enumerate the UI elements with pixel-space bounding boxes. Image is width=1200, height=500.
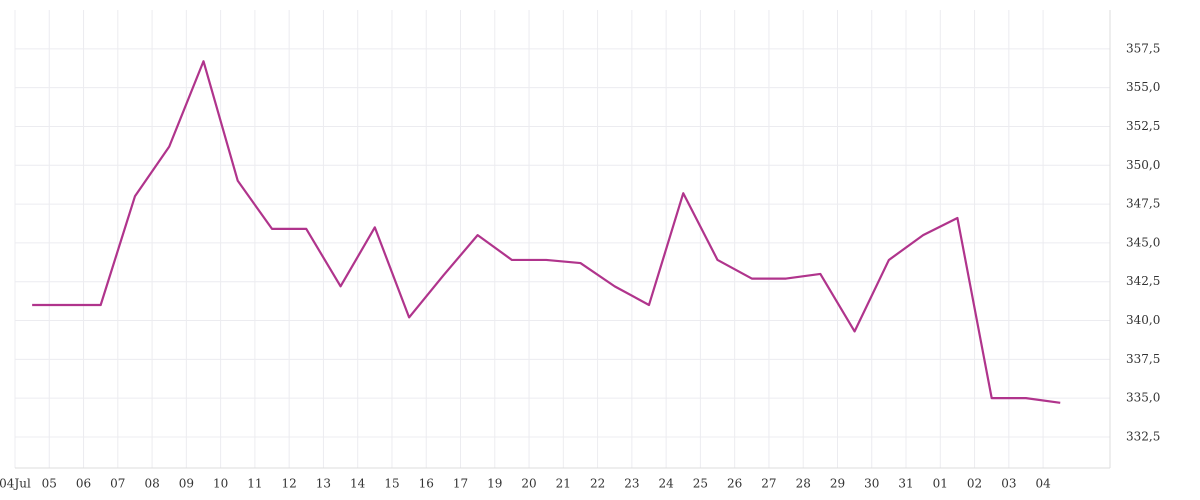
y-tick-label: 355,0 (1126, 80, 1160, 94)
x-tick-label: 21 (556, 477, 571, 491)
x-tick-label: 11 (247, 477, 262, 491)
x-tick-label: 27 (761, 477, 776, 491)
x-tick-label: 04Jul (0, 477, 31, 491)
x-tick-label: 02 (967, 477, 982, 491)
x-tick-label: 24 (658, 477, 674, 491)
x-tick-label: 09 (179, 477, 194, 491)
x-tick-label: 12 (282, 477, 297, 491)
data-line (32, 60, 1061, 404)
x-tick-label: 14 (350, 477, 366, 491)
x-tick-label: 16 (419, 477, 434, 491)
x-tick-label: 17 (453, 477, 468, 491)
y-tick-label: 332,5 (1126, 429, 1160, 443)
x-tick-label: 03 (1001, 477, 1016, 491)
x-tick-label: 23 (624, 477, 639, 491)
x-tick-label: 26 (727, 477, 742, 491)
x-tick-label: 08 (144, 477, 159, 491)
y-tick-label: 345,0 (1126, 235, 1160, 249)
y-tick-label: 335,0 (1126, 391, 1160, 405)
y-tick-label: 342,5 (1126, 274, 1160, 288)
y-tick-label: 337,5 (1126, 352, 1160, 366)
y-tick-label: 340,0 (1126, 313, 1160, 327)
x-tick-label: 20 (521, 477, 536, 491)
x-tick-label: 15 (384, 477, 399, 491)
x-tick-label: 29 (830, 477, 845, 491)
x-tick-label: 07 (110, 477, 125, 491)
x-tick-label: 06 (76, 477, 91, 491)
x-tick-label: 31 (898, 477, 913, 491)
x-tick-label: 25 (693, 477, 708, 491)
x-tick-label: 01 (933, 477, 948, 491)
y-tick-label: 350,0 (1126, 158, 1160, 172)
x-tick-label: 30 (864, 477, 879, 491)
x-tick-label: 19 (487, 477, 502, 491)
x-tick-label: 05 (42, 477, 57, 491)
y-tick-label: 347,5 (1126, 197, 1160, 211)
y-tick-label: 352,5 (1126, 119, 1160, 133)
x-tick-label: 04 (1035, 477, 1051, 491)
x-tick-label: 13 (316, 477, 331, 491)
y-tick-label: 357,5 (1126, 41, 1160, 55)
x-tick-label: 10 (213, 477, 228, 491)
x-tick-label: 28 (796, 477, 811, 491)
x-tick-label: 22 (590, 477, 605, 491)
